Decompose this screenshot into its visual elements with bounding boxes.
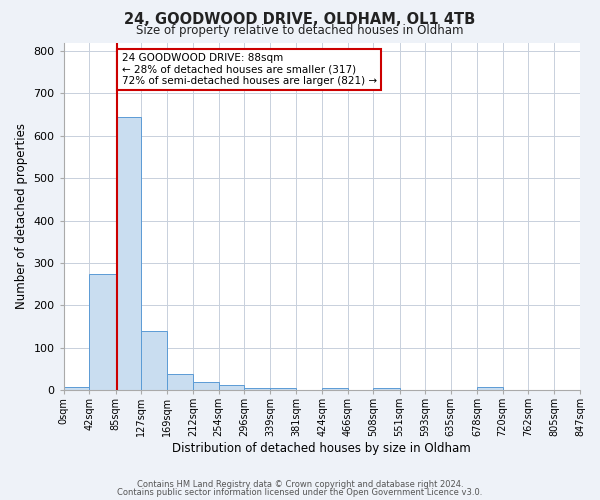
Text: 24, GOODWOOD DRIVE, OLDHAM, OL1 4TB: 24, GOODWOOD DRIVE, OLDHAM, OL1 4TB [124,12,476,28]
Bar [141,331,167,390]
Y-axis label: Number of detached properties: Number of detached properties [15,124,28,310]
Bar [89,274,116,390]
Bar [193,382,218,390]
Bar [116,116,141,390]
Bar [477,386,503,390]
Text: 24 GOODWOOD DRIVE: 88sqm
← 28% of detached houses are smaller (317)
72% of semi-: 24 GOODWOOD DRIVE: 88sqm ← 28% of detach… [122,53,377,86]
Bar [218,385,244,390]
Bar [244,388,271,390]
Text: Size of property relative to detached houses in Oldham: Size of property relative to detached ho… [136,24,464,37]
Bar [373,388,400,390]
Bar [271,388,296,390]
X-axis label: Distribution of detached houses by size in Oldham: Distribution of detached houses by size … [172,442,471,455]
Text: Contains public sector information licensed under the Open Government Licence v3: Contains public sector information licen… [118,488,482,497]
Bar [322,388,348,390]
Bar [64,387,89,390]
Bar [167,374,193,390]
Text: Contains HM Land Registry data © Crown copyright and database right 2024.: Contains HM Land Registry data © Crown c… [137,480,463,489]
